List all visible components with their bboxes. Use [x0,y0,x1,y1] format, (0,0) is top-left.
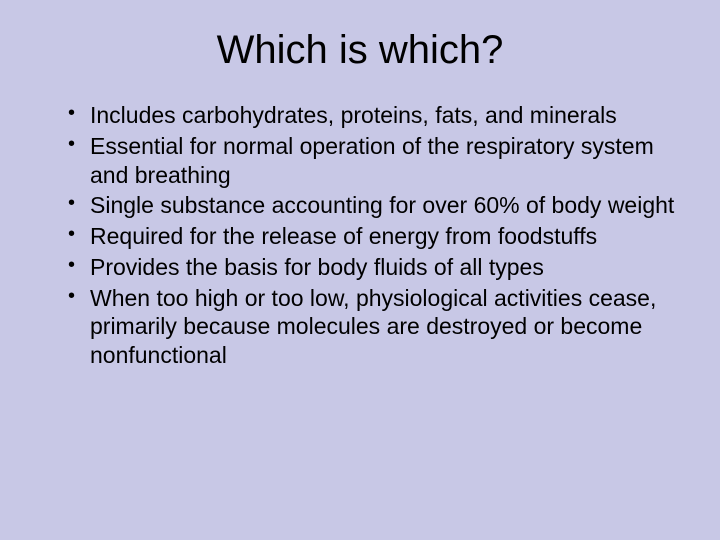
list-item: Essential for normal operation of the re… [68,132,680,190]
slide-title: Which is which? [40,28,680,73]
list-item: Single substance accounting for over 60%… [68,191,680,220]
bullet-list: Includes carbohydrates, proteins, fats, … [40,101,680,370]
list-item: When too high or too low, physiological … [68,284,680,370]
list-item: Includes carbohydrates, proteins, fats, … [68,101,680,130]
list-item: Provides the basis for body fluids of al… [68,253,680,282]
list-item: Required for the release of energy from … [68,222,680,251]
